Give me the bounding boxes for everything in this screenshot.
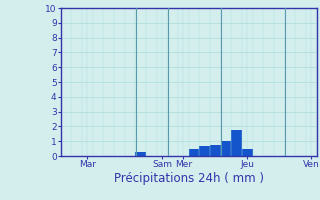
X-axis label: Précipitations 24h ( mm ): Précipitations 24h ( mm ) [114,172,264,185]
Bar [189,149,199,156]
Bar [199,146,210,156]
Bar [221,141,231,156]
Bar [210,145,221,156]
Bar [135,152,146,156]
Bar [242,149,253,156]
Bar [231,130,242,156]
